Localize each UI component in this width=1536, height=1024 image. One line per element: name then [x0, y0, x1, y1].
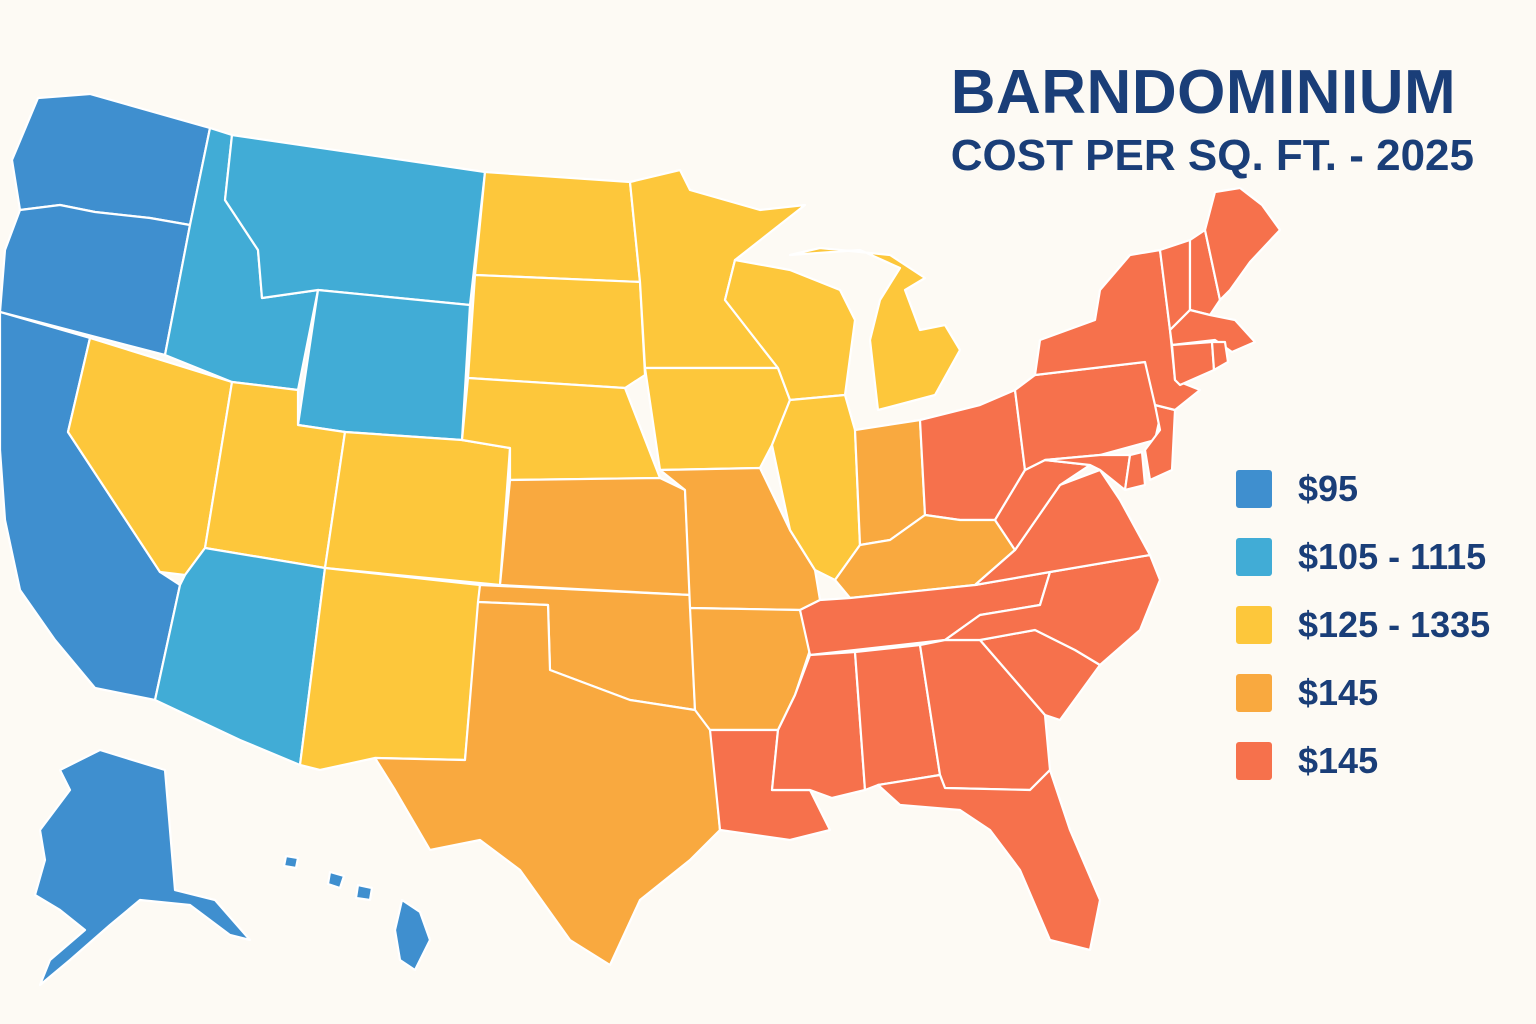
legend-label: $95: [1298, 468, 1359, 509]
state-iowa: [643, 366, 792, 472]
state-new-hampshire: [1188, 228, 1222, 317]
legend: $95 $105 - 1115 $125 - 1335 $145 $145: [1236, 466, 1490, 806]
legend-item-2: $105 - 1115: [1236, 534, 1490, 580]
state-wyoming: [296, 288, 472, 442]
legend-item-1: $95: [1236, 466, 1490, 512]
title-line-1: BARNDOMINIUM: [950, 58, 1457, 127]
state-michigan: [788, 246, 962, 412]
map-title: BARNDOMINIUM COST PER SQ. FT. - 2025: [951, 58, 1474, 184]
title-line-2: COST PER SQ. FT. - 2025: [950, 131, 1474, 180]
state-south-dakota: [466, 273, 647, 390]
state-kansas: [498, 476, 692, 597]
state-texas: [373, 600, 722, 967]
state-montana: [223, 133, 487, 307]
state-arizona: [153, 546, 327, 767]
state-delaware: [1123, 450, 1147, 492]
legend-swatch: [1236, 606, 1272, 644]
legend-swatch: [1236, 674, 1272, 712]
state-alaska: [33, 748, 252, 987]
legend-label: $105 - 1115: [1298, 536, 1487, 577]
legend-label: $125 - 1335: [1298, 604, 1491, 645]
legend-swatch: [1236, 538, 1272, 576]
state-north-dakota: [473, 170, 642, 284]
state-hawaii: [282, 854, 432, 972]
state-rhode-island: [1210, 340, 1230, 372]
state-washington: [10, 92, 212, 227]
legend-item-5: $145: [1236, 738, 1490, 784]
legend-label: $145: [1298, 740, 1379, 781]
legend-swatch: [1236, 742, 1272, 780]
legend-label: $145: [1298, 672, 1379, 713]
legend-swatch: [1236, 470, 1272, 508]
state-florida: [876, 768, 1102, 952]
legend-item-3: $125 - 1335: [1236, 602, 1490, 648]
state-maine: [1203, 186, 1282, 302]
state-new-mexico: [298, 566, 482, 772]
legend-item-4: $145: [1236, 670, 1490, 716]
state-colorado: [323, 430, 512, 587]
state-connecticut: [1170, 340, 1216, 387]
